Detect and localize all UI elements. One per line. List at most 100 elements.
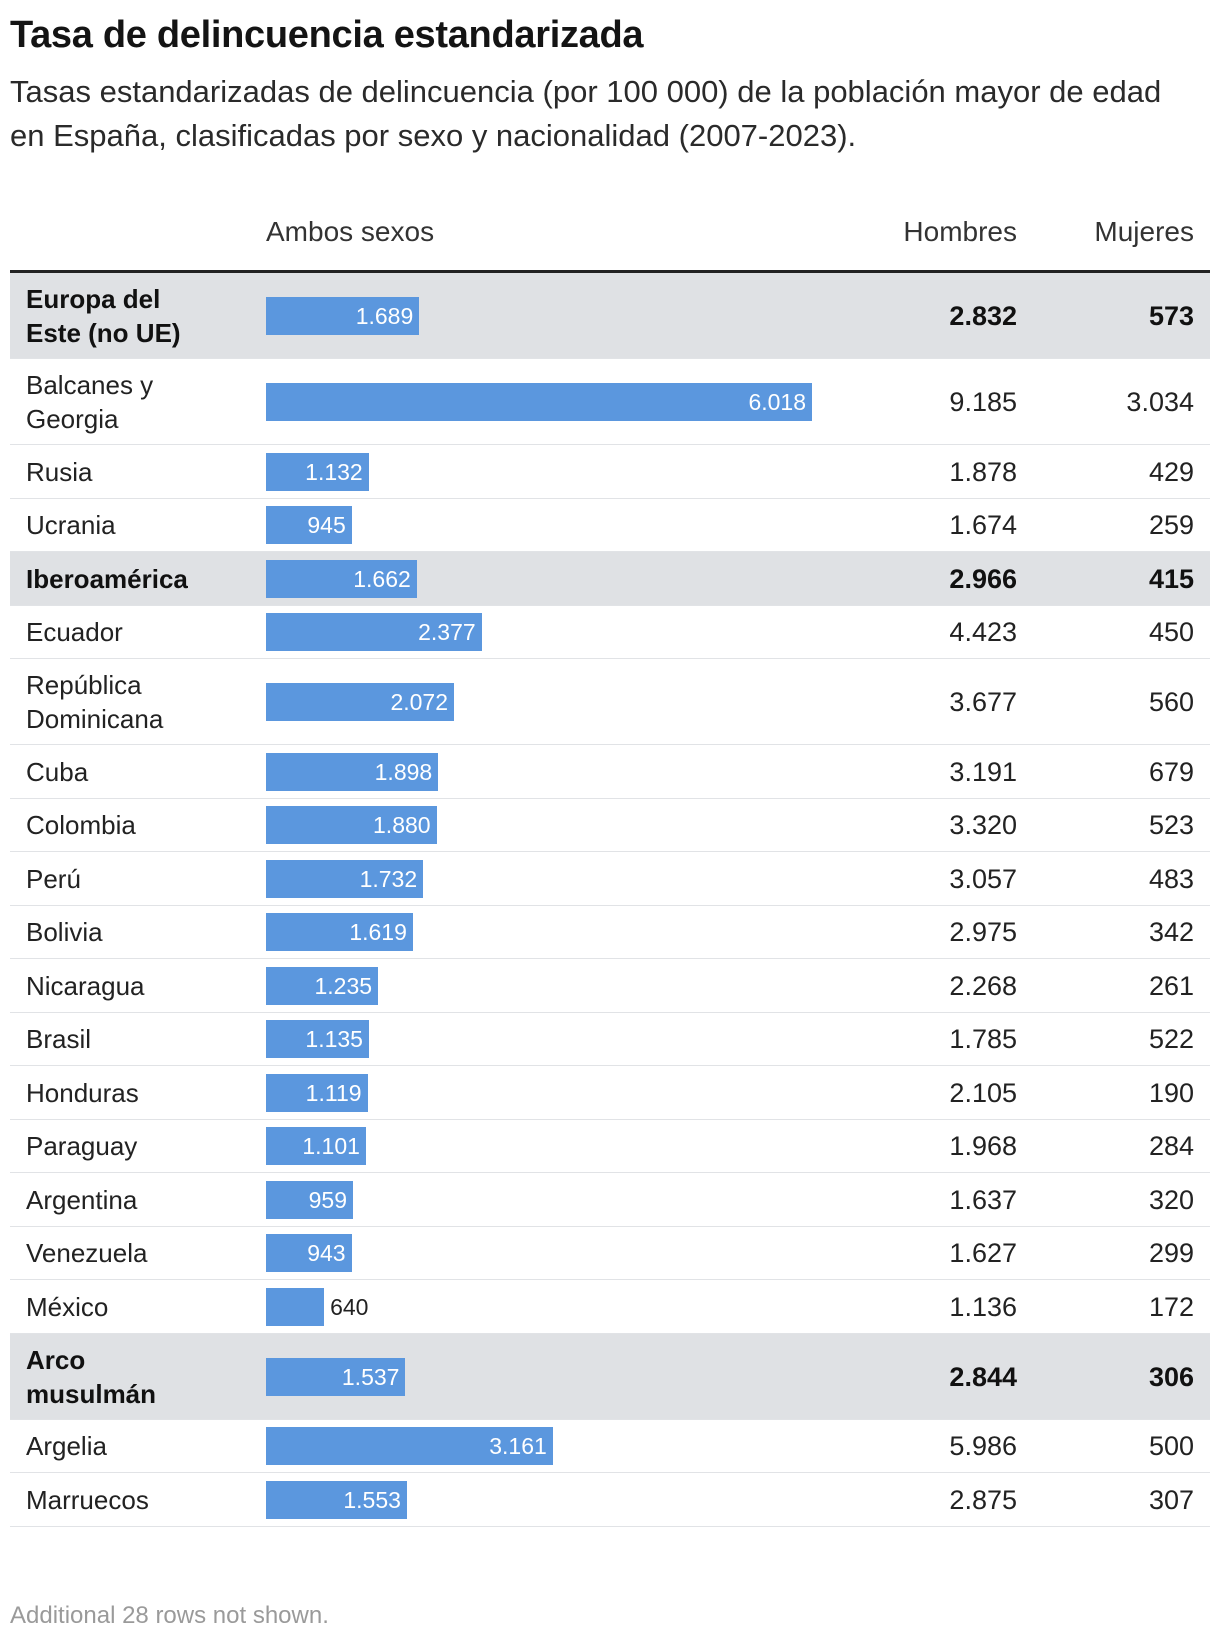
table-row: Argentina 959 1.637 320 <box>10 1173 1210 1227</box>
value-hombres: 2.268 <box>949 970 1017 1001</box>
row-name: Bolivia <box>26 917 103 948</box>
table-row: Argelia 3.161 5.986 500 <box>10 1420 1210 1473</box>
bar-ambos-sexos <box>266 559 417 598</box>
table-row: Venezuela 943 1.627 299 <box>10 1227 1210 1280</box>
table-row: Balcanes y Georgia 6.018 9.185 3.034 <box>10 359 1210 445</box>
value-hombres: 2.875 <box>949 1484 1017 1515</box>
bar-ambos-sexos <box>266 752 439 791</box>
value-hombres: 1.637 <box>949 1184 1017 1215</box>
row-name: Brasil <box>26 1024 92 1055</box>
bar-value-label: 2.072 <box>390 689 448 715</box>
value-mujeres: 299 <box>1148 1238 1194 1269</box>
row-name: Venezuela <box>26 1238 148 1269</box>
value-mujeres: 415 <box>1148 563 1194 594</box>
table-row: Marruecos 1.553 2.875 307 <box>10 1473 1210 1527</box>
value-mujeres: 307 <box>1148 1484 1194 1515</box>
value-hombres: 9.185 <box>949 387 1017 417</box>
chart-title: Tasa de delincuencia estandarizada <box>10 14 644 56</box>
bar-ambos-sexos <box>266 1287 325 1326</box>
bar-value-label: 1.132 <box>305 458 363 485</box>
value-hombres: 1.627 <box>949 1238 1017 1269</box>
value-mujeres: 284 <box>1148 1131 1194 1162</box>
bar-value-label: 945 <box>307 512 346 539</box>
value-mujeres: 172 <box>1148 1291 1194 1322</box>
bar-value-label: 1.619 <box>349 919 407 946</box>
row-name: Arco musulmán <box>26 1344 157 1409</box>
table-row: México 640 1.136 172 <box>10 1280 1210 1334</box>
row-name: Argentina <box>26 1184 138 1215</box>
value-hombres: 1.968 <box>949 1131 1017 1162</box>
bar-ambos-sexos <box>266 383 812 421</box>
value-hombres: 1.674 <box>949 510 1017 541</box>
value-mujeres: 679 <box>1148 756 1194 787</box>
bar-value-label: 943 <box>307 1240 346 1267</box>
table-row: Paraguay 1.101 1.968 284 <box>10 1120 1210 1173</box>
bar-value-label: 1.537 <box>341 1363 400 1390</box>
value-mujeres: 522 <box>1148 1024 1194 1055</box>
bar-value-label: 2.377 <box>418 619 476 646</box>
value-mujeres: 306 <box>1148 1361 1194 1392</box>
crime-rate-table: Ambos sexos Hombres Mujeres Europa del E… <box>10 204 1210 1527</box>
row-name: República Dominicana <box>26 670 164 734</box>
value-hombres: 2.832 <box>949 301 1017 331</box>
bar-value-label: 1.880 <box>373 812 431 839</box>
bar-ambos-sexos <box>266 1357 406 1396</box>
table-body: Europa del Este (no UE) 1.689 2.832 573 Balc… <box>10 273 1210 1527</box>
value-mujeres: 560 <box>1148 687 1194 717</box>
bar-ambos-sexos <box>266 506 352 545</box>
bar-ambos-sexos <box>266 683 454 721</box>
bar-value-label: 1.553 <box>343 1486 401 1513</box>
bar-ambos-sexos <box>266 613 482 652</box>
bar-value-label: 1.119 <box>305 1079 362 1106</box>
row-name: Ecuador <box>26 617 123 648</box>
bar-value-label: 1.898 <box>374 758 433 785</box>
group-row: Europa del Este (no UE) 1.689 2.832 573 <box>10 273 1210 359</box>
bar-value-label: 1.689 <box>355 303 414 329</box>
footnote: Additional 28 rows not shown. <box>10 1602 329 1629</box>
value-mujeres: 261 <box>1148 970 1194 1001</box>
bar-ambos-sexos <box>266 1073 368 1112</box>
chart-subtitle: Tasas estandarizadas de delincuencia (po… <box>10 74 1162 153</box>
bar-value-label: 1.235 <box>314 972 373 999</box>
value-mujeres: 342 <box>1148 917 1194 948</box>
bar-value-label: 1.662 <box>353 565 411 592</box>
bar-ambos-sexos <box>266 1480 407 1519</box>
value-hombres: 1.136 <box>949 1291 1017 1322</box>
value-hombres: 1.785 <box>949 1024 1017 1055</box>
bar-ambos-sexos <box>266 297 420 335</box>
table-row: Ucrania 945 1.674 259 <box>10 499 1210 552</box>
table-row: Perú 1.732 3.057 483 <box>10 852 1210 906</box>
table-row: Colombia 1.880 3.320 523 <box>10 799 1210 852</box>
value-hombres: 2.966 <box>949 563 1017 594</box>
table-row: Ecuador 2.377 4.423 450 <box>10 606 1210 659</box>
group-row: Iberoamérica 1.662 2.966 415 <box>10 552 1210 606</box>
row-name: Marruecos <box>26 1484 149 1515</box>
value-mujeres: 573 <box>1148 301 1194 331</box>
table-header: Ambos sexos Hombres Mujeres <box>10 204 1210 273</box>
value-hombres: 3.677 <box>949 687 1017 717</box>
row-name: Iberoamérica <box>26 563 188 594</box>
bar-value-label: 1.101 <box>302 1133 360 1160</box>
row-name: Argelia <box>26 1431 107 1462</box>
bar-value-label: 640 <box>330 1293 369 1320</box>
value-hombres: 1.878 <box>949 456 1017 487</box>
row-name: Nicaragua <box>26 970 145 1001</box>
bar-value-label: 6.018 <box>748 389 806 415</box>
table-row: Nicaragua 1.235 2.268 261 <box>10 959 1210 1013</box>
bar-ambos-sexos <box>266 913 413 952</box>
bar-value-label: 1.732 <box>359 865 418 892</box>
row-name: Honduras <box>26 1077 139 1108</box>
row-name: Europa del Este (no UE) <box>26 284 181 348</box>
table-row: Rusia 1.132 1.878 429 <box>10 445 1210 499</box>
value-mujeres: 259 <box>1148 510 1194 541</box>
row-name: México <box>26 1291 109 1322</box>
bar-value-label: 959 <box>308 1186 348 1213</box>
column-header-ambos: Ambos sexos <box>266 216 435 247</box>
value-hombres: 2.844 <box>949 1361 1017 1392</box>
value-mujeres: 429 <box>1148 456 1194 487</box>
value-hombres: 3.191 <box>949 756 1017 787</box>
value-mujeres: 523 <box>1148 810 1194 841</box>
table-row: Honduras 1.119 2.105 190 <box>10 1066 1210 1120</box>
bar-ambos-sexos <box>266 1427 553 1466</box>
value-hombres: 2.975 <box>949 917 1017 948</box>
